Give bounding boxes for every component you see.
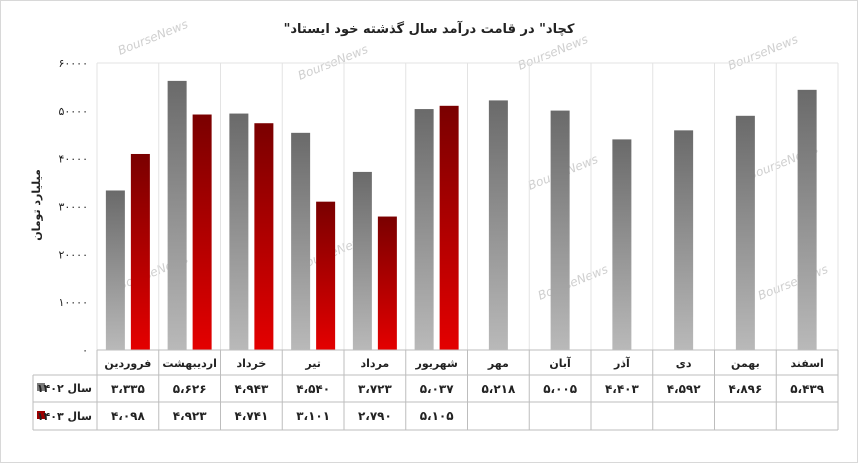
bar-series-1402 (612, 139, 632, 350)
value-label-1402: ۵،۰۰۵ (543, 382, 577, 396)
bar-series-1402 (550, 110, 570, 350)
y-tick-label: ۱۰۰۰۰ (58, 296, 88, 309)
legend-label-1403: سال ۱۴۰۳ (37, 410, 92, 423)
bar-series-1402 (674, 130, 694, 350)
y-axis-label: میلیارد تومان (30, 169, 43, 241)
value-label-1403: ۳،۱۰۱ (296, 409, 330, 423)
bar-series-1402 (797, 89, 817, 350)
bar-series-1402 (488, 100, 508, 350)
category-label: آذر (613, 356, 630, 370)
value-label-1402: ۴،۴۰۳ (605, 382, 640, 396)
value-label-1403: ۴،۷۴۱ (234, 409, 268, 423)
watermark-text: BourseNews (516, 32, 590, 73)
value-label-1402: ۵،۰۳۷ (420, 382, 455, 396)
bar-series-1402 (735, 115, 755, 350)
data-table: فروردین ۳،۳۳۵ ۴،۰۹۸ اردیبهشت ۵،۶۲۶ ۴،۹۲۳ خرداد… (32, 349, 839, 431)
value-label-1402: ۴،۵۴۰ (296, 382, 330, 396)
bar-series-1402 (291, 132, 311, 350)
value-label-1402: ۳،۷۲۳ (358, 382, 393, 396)
bar-series-1402 (229, 113, 249, 350)
legend-swatch-1403 (37, 411, 45, 419)
y-axis-ticks: ۰ ۱۰۰۰۰ ۲۰۰۰۰ ۳۰۰۰۰ ۴۰۰۰۰ ۵۰۰۰۰ ۶۰۰۰۰ (58, 57, 88, 357)
value-label-1402: ۴،۸۹۶ (728, 382, 762, 396)
gridlines (96, 62, 839, 350)
watermark-text: BourseNews (726, 32, 800, 73)
watermark-text: BourseNews (756, 262, 830, 303)
watermark-text: BourseNews (116, 17, 190, 58)
legend-label-1402: سال ۱۴۰۲ (37, 382, 92, 395)
watermark-text: BourseNews (536, 262, 610, 303)
category-label: اسفند (790, 357, 823, 370)
value-label-1402: ۳،۳۳۵ (111, 382, 145, 396)
y-tick-label: ۵۰۰۰۰ (58, 105, 88, 118)
value-label-1403: ۴،۹۲۳ (173, 409, 208, 423)
bar-series-1403 (377, 216, 397, 350)
bar-series-1402 (352, 171, 372, 350)
category-label: آبان (549, 356, 571, 370)
category-label: فروردین (104, 357, 151, 370)
category-label: دی (676, 357, 692, 370)
category-label: بهمن (731, 357, 760, 370)
value-label-1402: ۵،۴۳۹ (790, 382, 825, 396)
value-label-1402: ۵،۲۱۸ (481, 382, 516, 396)
y-tick-label: ۴۰۰۰۰ (58, 153, 88, 166)
bar-series-1402 (414, 109, 434, 350)
watermark-text: BourseNews (296, 42, 370, 83)
y-tick-label: ۶۰۰۰۰ (58, 57, 88, 70)
value-label-1402: ۴،۹۴۳ (234, 382, 269, 396)
chart-title: "کچاد" در قامت درآمد سال گذشته خود ایستا… (284, 20, 575, 37)
bar-series-1403 (254, 123, 274, 350)
category-label: مهر (487, 357, 509, 370)
legend-swatch-1402 (37, 383, 45, 391)
bars (105, 80, 817, 351)
value-label-1402: ۴،۵۹۲ (667, 382, 702, 396)
value-label-1403: ۴،۰۹۸ (111, 409, 146, 423)
category-label: تیر (304, 357, 320, 370)
category-label: مرداد (361, 357, 390, 370)
category-label: خرداد (236, 357, 266, 370)
bar-series-1403 (130, 153, 150, 350)
bar-series-1402 (105, 190, 125, 350)
value-label-1402: ۵،۶۲۶ (173, 382, 207, 396)
bar-series-1403 (439, 105, 459, 350)
y-tick-label: ۰ (82, 344, 88, 357)
value-label-1403: ۵،۱۰۵ (420, 409, 454, 423)
category-label: شهریور (414, 357, 457, 370)
category-label: اردیبهشت (162, 357, 216, 370)
watermarks: BourseNews BourseNews BourseNews BourseNews… (116, 17, 830, 303)
bar-series-1402 (167, 80, 187, 351)
bar-series-1403 (316, 201, 336, 350)
bar-series-1403 (192, 114, 212, 350)
y-tick-label: ۲۰۰۰۰ (58, 248, 88, 261)
value-label-1403: ۲،۷۹۰ (358, 409, 392, 423)
y-tick-label: ۳۰۰۰۰ (58, 201, 88, 214)
